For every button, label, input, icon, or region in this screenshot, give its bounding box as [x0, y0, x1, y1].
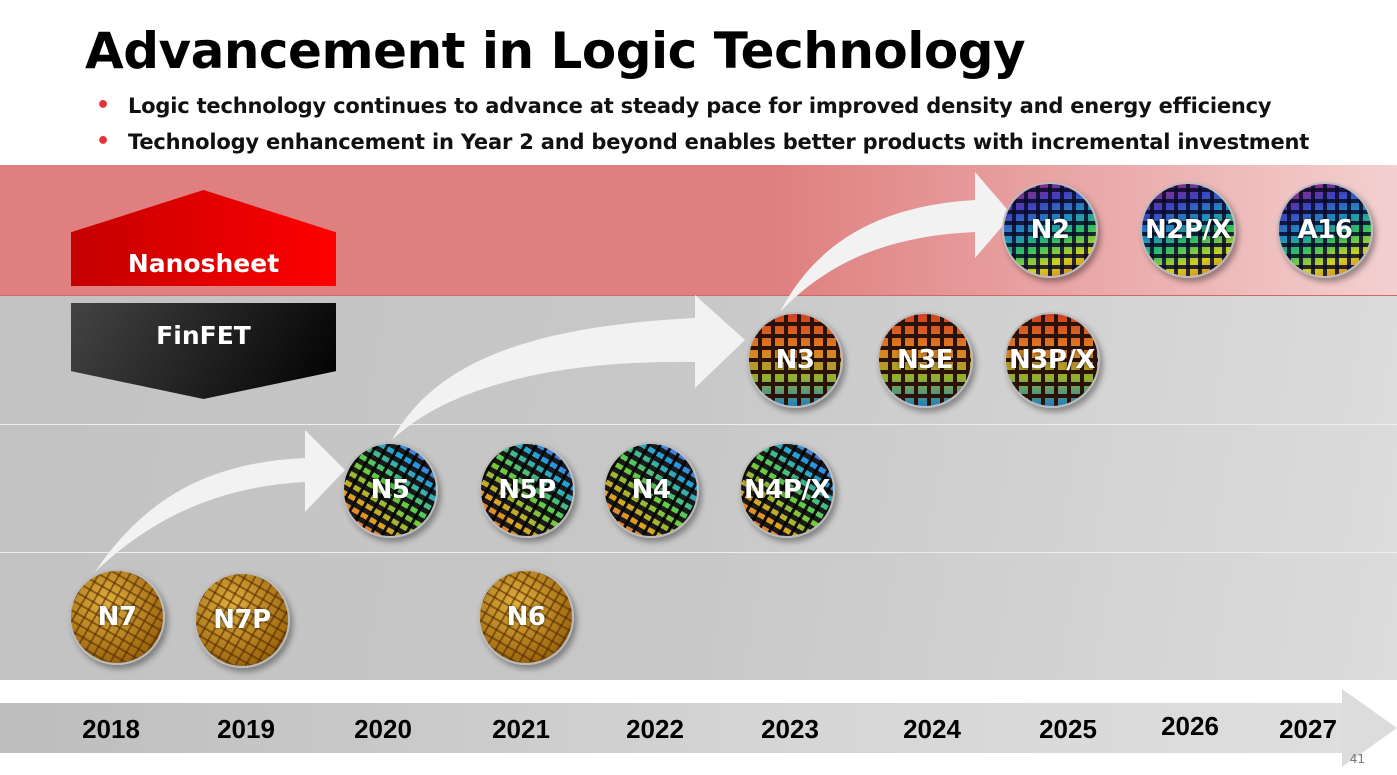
- node-label: N7: [97, 602, 137, 632]
- node-label: N2P/X: [1145, 215, 1231, 245]
- page-number: 41: [1349, 752, 1365, 766]
- year-label-2018: 2018: [82, 714, 140, 744]
- node-label: N3E: [896, 345, 954, 375]
- node-label: N5P: [498, 475, 556, 505]
- process-node-n2px: N2P/X: [1140, 182, 1236, 278]
- bullet-text: Technology enhancement in Year 2 and bey…: [128, 130, 1310, 154]
- year-label-2024: 2024: [903, 714, 961, 744]
- process-node-n7p: N7P: [194, 572, 290, 668]
- process-node-n4px: N4P/X: [739, 442, 835, 538]
- year-label-2023: 2023: [761, 714, 819, 744]
- process-node-n7: N7: [69, 569, 165, 665]
- node-label: N4P/X: [744, 475, 830, 505]
- timeline-bar: [0, 703, 1342, 753]
- node-label: N3: [775, 345, 815, 375]
- year-label-2027: 2027: [1279, 714, 1337, 744]
- bullet-icon: •: [96, 129, 110, 154]
- process-node-n3e: N3E: [877, 312, 973, 408]
- node-label: N4: [631, 475, 671, 505]
- bullet-item: • Technology enhancement in Year 2 and be…: [96, 128, 1309, 164]
- process-node-n6: N6: [478, 569, 574, 665]
- node-label: N3P/X: [1009, 345, 1095, 375]
- node-label: A16: [1297, 215, 1353, 245]
- node-label: N7P: [213, 605, 271, 635]
- bullet-list: • Logic technology continues to advance a…: [96, 92, 1309, 164]
- process-node-n4: N4: [603, 442, 699, 538]
- process-node-a16: A16: [1277, 182, 1373, 278]
- process-node-n2: N2: [1002, 182, 1098, 278]
- year-label-2021: 2021: [492, 714, 550, 744]
- process-node-n5p: N5P: [479, 442, 575, 538]
- process-node-n5: N5: [342, 442, 438, 538]
- node-label: N6: [506, 602, 546, 632]
- timeline-arrow: [0, 689, 1397, 767]
- node-label: N5: [370, 475, 410, 505]
- arrow-n7-to-n5: [95, 430, 345, 572]
- bullet-text: Logic technology continues to advance at…: [128, 94, 1272, 118]
- year-label-2019: 2019: [217, 714, 275, 744]
- node-label: N2: [1030, 215, 1070, 245]
- arrow-n3-to-n2: [780, 172, 1012, 312]
- arrow-n5-to-n3: [392, 295, 745, 440]
- year-label-2025: 2025: [1039, 714, 1097, 744]
- year-label-2020: 2020: [354, 714, 412, 744]
- process-node-n3px: N3P/X: [1004, 312, 1100, 408]
- year-label-2022: 2022: [626, 714, 684, 744]
- page-title: Advancement in Logic Technology: [85, 22, 1026, 80]
- year-label-2026: 2026: [1161, 711, 1219, 741]
- bullet-icon: •: [96, 93, 110, 118]
- process-node-n3: N3: [747, 312, 843, 408]
- bullet-item: • Logic technology continues to advance a…: [96, 92, 1309, 128]
